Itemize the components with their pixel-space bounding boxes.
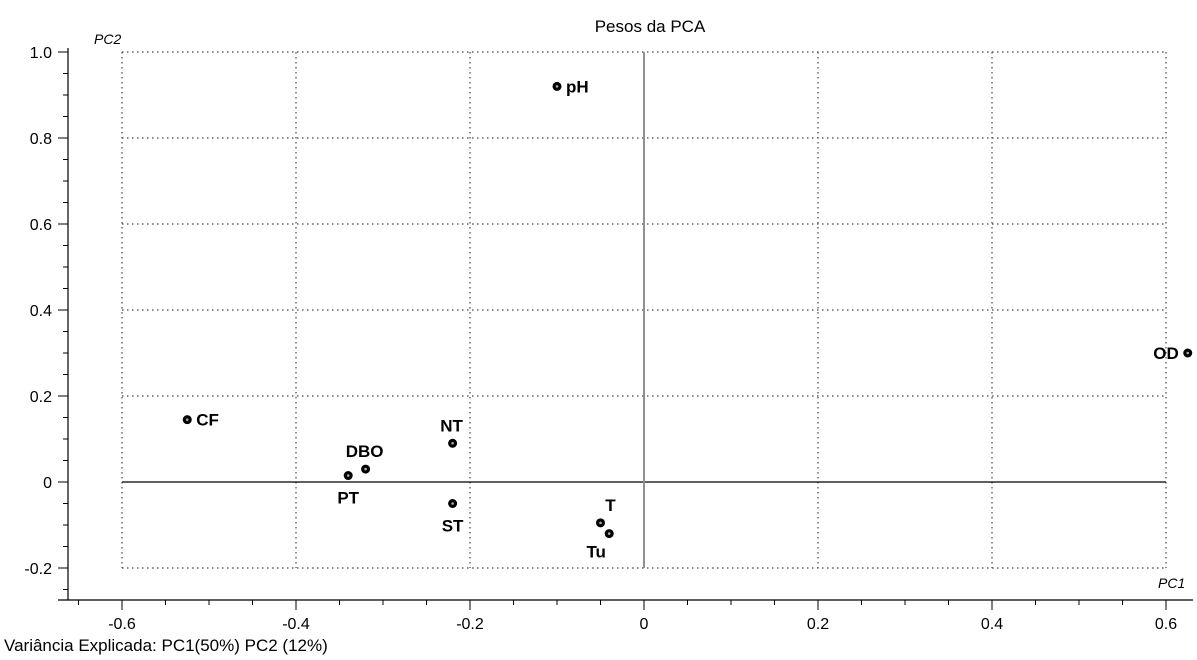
y-axis-label: PC2 xyxy=(94,31,121,47)
data-point-highlight xyxy=(1186,351,1190,355)
y-tick-label: 0.8 xyxy=(30,131,52,148)
data-point-label: Tu xyxy=(586,543,606,562)
tick-labels: -0.2 0 0.2 0.4 0.6 0.8 1.0 -0.6 -0.4 -0.2 0 0.2 0.4 0… xyxy=(24,45,1177,633)
data-point-highlight xyxy=(185,418,189,421)
chart-title: Pesos da PCA xyxy=(595,17,706,36)
x-tick-label: 0 xyxy=(640,616,649,633)
data-point-label: PT xyxy=(337,489,359,508)
data-point-group: NT xyxy=(440,416,464,448)
explained-variance-footer: Variância Explicada: PC1(50%) PC2 (12%) xyxy=(4,636,328,655)
x-tick-label: -0.4 xyxy=(282,616,310,633)
y-tick-label: -0.2 xyxy=(24,561,52,578)
data-point-label: ST xyxy=(442,517,464,536)
data-point-highlight xyxy=(607,532,611,535)
axes xyxy=(58,48,1193,610)
data-point-highlight xyxy=(451,502,454,505)
data-point-label: DBO xyxy=(346,442,384,461)
data-point-highlight xyxy=(364,467,367,471)
x-tick-label: 0.2 xyxy=(807,616,829,633)
data-point-group: T xyxy=(596,496,616,528)
data-point-label: pH xyxy=(566,77,589,96)
data-point-highlight xyxy=(599,521,602,525)
data-point-highlight xyxy=(346,474,350,477)
x-tick-label: -0.6 xyxy=(108,616,136,633)
data-point-group: PT xyxy=(337,471,360,508)
data-point-group: DBO xyxy=(346,442,384,474)
x-tick-label: -0.2 xyxy=(456,616,484,633)
y-tick-label: 0 xyxy=(43,475,52,492)
data-point-group: Tu xyxy=(586,529,614,562)
data-point-group: CF xyxy=(182,411,219,430)
data-point-label: T xyxy=(605,496,616,515)
x-axis-label: PC1 xyxy=(1158,575,1185,591)
data-point-highlight xyxy=(555,85,559,88)
data-points: pH OD CF NT DBO PT ST T Tu xyxy=(182,77,1193,562)
y-tick-label: 0.4 xyxy=(30,303,52,320)
data-point-label: OD xyxy=(1153,344,1179,363)
data-point-group: pH xyxy=(552,77,589,96)
y-tick-label: 0.2 xyxy=(30,389,52,406)
data-point-highlight xyxy=(451,442,454,445)
x-tick-label: 0.4 xyxy=(981,616,1003,633)
data-point-label: NT xyxy=(440,416,463,435)
x-tick-label: 0.6 xyxy=(1155,616,1177,633)
data-point-group: ST xyxy=(442,499,464,536)
y-tick-label: 1.0 xyxy=(30,45,52,62)
data-point-label: CF xyxy=(196,411,219,430)
data-point-group: OD xyxy=(1153,344,1193,363)
y-tick-label: 0.6 xyxy=(30,217,52,234)
